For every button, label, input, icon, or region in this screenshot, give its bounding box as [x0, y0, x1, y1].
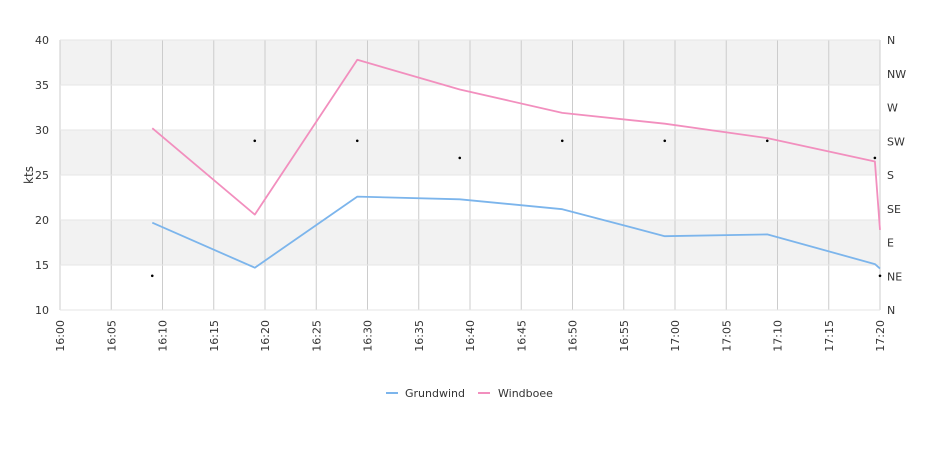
x-tick-label: 17:00: [669, 320, 682, 352]
x-axis-ticks: 16:00 16:05 16:10 16:15 16:20 16:25 16:30 16:35…: [54, 320, 887, 352]
y-tick-label: 10: [35, 304, 49, 317]
direction-point: [878, 274, 882, 278]
x-tick-label: 17:20: [874, 320, 887, 352]
x-tick-label: 16:15: [208, 320, 221, 352]
x-tick-label: 16:40: [464, 320, 477, 352]
y-tick-label: 25: [35, 169, 49, 182]
x-tick-label: 16:20: [259, 320, 272, 352]
x-tick-label: 17:15: [823, 320, 836, 352]
direction-point: [253, 139, 257, 143]
legend-windboee-label[interactable]: Windboee: [498, 387, 553, 400]
y2-tick-label: NE: [887, 270, 902, 283]
y2-tick-label: W: [887, 102, 898, 115]
y-tick-label: 20: [35, 214, 49, 227]
direction-point: [355, 139, 359, 143]
y-tick-label: 15: [35, 259, 49, 272]
x-tick-label: 17:10: [772, 320, 785, 352]
x-tick-label: 16:05: [105, 320, 118, 352]
y2-tick-label: SE: [887, 203, 901, 216]
legend: Grundwind Windboee: [386, 387, 553, 400]
series-line-1[interactable]: [151, 58, 881, 230]
y-axis-label: kts: [22, 166, 36, 184]
x-tick-label: 16:55: [618, 320, 631, 352]
y2-tick-label: NW: [887, 68, 906, 81]
direction-point: [873, 156, 877, 160]
direction-point: [458, 156, 462, 160]
x-tick-label: 17:05: [720, 320, 733, 352]
series-lines: [151, 58, 881, 270]
x-tick-label: 16:25: [310, 320, 323, 352]
y2-axis-ticks: N NE E SE S SW W NW N: [887, 34, 906, 317]
y-tick-label: 30: [35, 124, 49, 137]
y2-tick-label: E: [887, 237, 894, 250]
y-tick-label: 40: [35, 34, 49, 47]
y2-tick-label: S: [887, 169, 894, 182]
direction-points: [150, 139, 882, 278]
legend-grundwind-label[interactable]: Grundwind: [405, 387, 465, 400]
y-tick-label: 35: [35, 79, 49, 92]
x-tick-label: 16:00: [54, 320, 67, 352]
x-tick-label: 16:30: [362, 320, 375, 352]
y2-tick-label: N: [887, 304, 895, 317]
y2-tick-label: N: [887, 34, 895, 47]
x-tick-label: 16:35: [413, 320, 426, 352]
direction-point: [560, 139, 564, 143]
y2-tick-label: SW: [887, 135, 905, 148]
x-tick-label: 16:50: [567, 320, 580, 352]
x-tick-label: 16:10: [157, 320, 170, 352]
direction-point: [663, 139, 667, 143]
direction-point: [150, 274, 154, 278]
horizontal-grid: [60, 39, 880, 311]
series-line-0[interactable]: [151, 195, 881, 270]
y-axis-ticks: 10 15 20 25 30 35 40: [35, 34, 49, 317]
x-tick-label: 16:45: [515, 320, 528, 352]
direction-point: [765, 139, 769, 143]
